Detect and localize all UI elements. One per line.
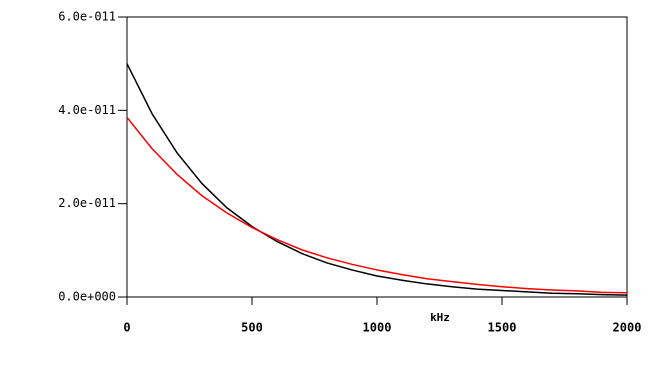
x-axis-label: kHz xyxy=(430,311,450,324)
x-tick-label: 2000 xyxy=(613,321,642,335)
line-series xyxy=(126,116,628,294)
plot-frame xyxy=(126,16,628,298)
x-tick-label: 1000 xyxy=(363,321,392,335)
x-tick-label: 500 xyxy=(241,321,263,335)
y-tick-label: 6.0e-011 xyxy=(58,10,116,24)
x-tick-label: 0 xyxy=(123,321,130,335)
line-series xyxy=(126,63,628,296)
x-tick-label: 1500 xyxy=(488,321,517,335)
y-tick-label: 2.0e-011 xyxy=(58,196,116,210)
y-tick-label: 0.0e+000 xyxy=(58,290,116,304)
y-tick-label: 4.0e-011 xyxy=(58,103,116,117)
